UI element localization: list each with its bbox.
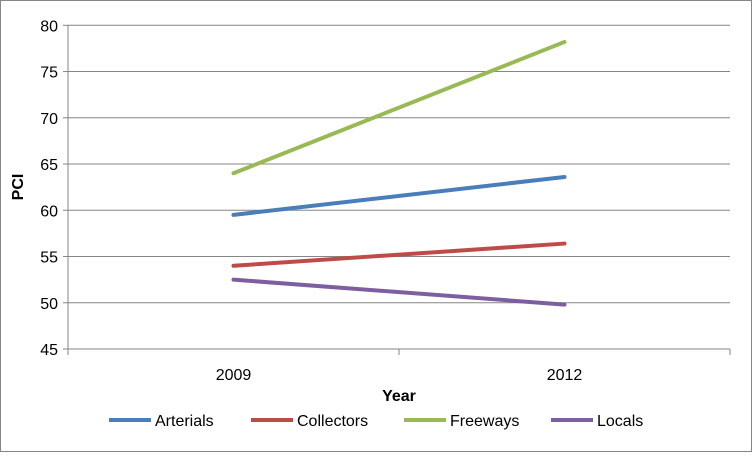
series-line-arterials [231, 174, 567, 217]
y-tick-label: 55 [40, 250, 58, 267]
x-tick-label: 2012 [547, 367, 583, 384]
x-tick-label: 2009 [216, 367, 252, 384]
x-axis-title: Year [382, 388, 416, 405]
y-tick-label: 45 [40, 342, 58, 359]
axes: 45 50 55 60 65 70 75 80 2009 2012 [40, 18, 731, 384]
y-tick-label: 65 [40, 157, 58, 174]
y-tick-label: 80 [40, 18, 58, 35]
legend-label-arterials: Arterials [155, 413, 214, 430]
legend-label-freeways: Freeways [450, 413, 519, 430]
y-tick-label: 60 [40, 203, 58, 220]
gridlines [68, 24, 730, 304]
legend-label-locals: Locals [597, 413, 643, 430]
series-line-locals [231, 277, 567, 307]
legend: Arterials Collectors Freeways Locals [109, 413, 643, 430]
legend-label-collectors: Collectors [297, 413, 368, 430]
y-tick-label: 75 [40, 65, 58, 82]
y-tick-label: 50 [40, 296, 58, 313]
series-line-freeways [231, 39, 567, 176]
y-tick-label: 70 [40, 111, 58, 128]
series-lines [231, 39, 567, 307]
series-line-collectors [231, 241, 567, 268]
y-axis-title: PCI [10, 174, 27, 201]
